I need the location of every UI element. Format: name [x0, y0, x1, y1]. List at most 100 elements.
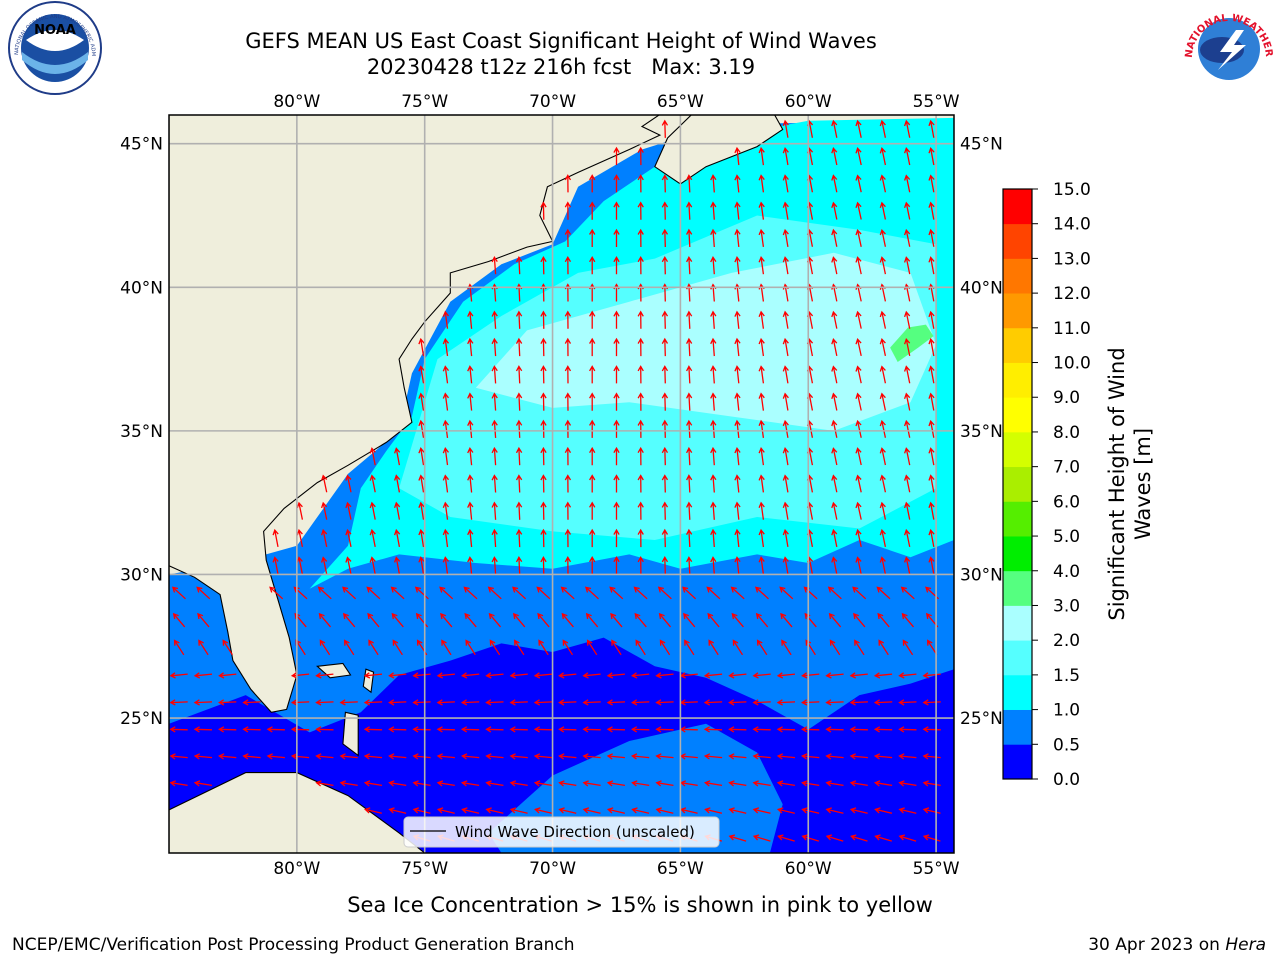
wave-arrow-54 [460, 780, 480, 787]
wave-arrow-420 [442, 419, 450, 438]
wave-arrow-499 [758, 337, 765, 357]
wave-arrow-213 [611, 639, 622, 656]
wave-arrow-304 [710, 556, 717, 575]
wave-arrow-333 [734, 528, 741, 548]
wave-arrow-110 [266, 726, 285, 733]
wave-arrow-596 [855, 201, 862, 220]
wave-arrow-419 [418, 419, 425, 438]
wave-arrow-17 [825, 834, 844, 842]
wave-arrow-362 [782, 501, 789, 520]
colorbar-tick-label-9: 7.0 [1053, 458, 1080, 478]
wave-arrow-475 [710, 365, 717, 384]
wave-arrow-220 [781, 639, 792, 656]
wave-arrow-173 [363, 672, 383, 679]
wave-arrow-487 [467, 337, 474, 357]
wave-arrow-204 [392, 639, 403, 656]
wave-arrow-113 [363, 726, 383, 733]
wave-arrow-237 [488, 612, 501, 628]
wave-arrow-586 [613, 201, 620, 220]
wave-arrow-310 [855, 556, 862, 575]
wave-arrow-48 [315, 780, 334, 787]
wave-arrow-490 [540, 337, 547, 357]
wave-arrow-61 [631, 780, 650, 787]
wave-arrow-353 [564, 501, 572, 520]
wave-arrow-507 [442, 310, 450, 329]
wave-arrow-625 [903, 147, 911, 166]
wave-arrow-390 [831, 474, 838, 493]
wave-arrow-425 [564, 419, 572, 438]
wave-arrow-359 [710, 501, 717, 520]
wave-arrow-317 [345, 528, 352, 548]
wave-arrow-101 [825, 753, 844, 760]
colorbar-cell-4 [1003, 605, 1032, 641]
wave-arrow-315 [296, 528, 304, 548]
lon-label-top-2: 70°W [529, 92, 576, 112]
wave-arrow-429 [661, 419, 669, 438]
wave-arrow-83 [388, 753, 407, 760]
wave-arrow-439 [903, 419, 911, 438]
wave-arrow-620 [782, 147, 789, 166]
wave-arrow-626 [928, 147, 935, 166]
wave-arrow-560 [782, 256, 789, 275]
wave-arrow-198 [198, 639, 209, 656]
wave-arrow-164 [849, 699, 868, 706]
colorbar-tick-label-16: 14.0 [1053, 215, 1091, 235]
wave-arrow-444 [491, 392, 498, 411]
footer-left: NCEP/EMC/Verification Post Processing Pr… [12, 935, 575, 955]
wave-arrow-32 [606, 807, 625, 814]
wave-arrow-177 [461, 672, 480, 679]
wave-arrow-424 [540, 419, 547, 438]
lat-label-left-3: 40°N [120, 278, 163, 298]
wave-arrow-65 [728, 780, 747, 787]
lon-label-bottom-2: 70°W [529, 859, 576, 879]
wave-arrow-16 [801, 834, 820, 842]
wave-arrow-72 [898, 780, 917, 787]
wave-arrow-446 [540, 392, 547, 411]
wave-arrow-265 [439, 586, 454, 600]
wave-arrow-633 [903, 119, 911, 138]
wave-arrow-37 [728, 807, 747, 814]
wave-arrow-284 [900, 586, 915, 600]
wave-arrow-142 [315, 699, 334, 706]
wave-arrow-184 [631, 672, 650, 679]
wave-arrow-417 [903, 447, 911, 466]
wave-arrow-365 [855, 501, 862, 520]
noaa-logo: NOAA NATIONAL OCEANIC AND ATMOSPHERIC AD… [0, 0, 102, 95]
wave-arrow-481 [855, 365, 862, 384]
wave-arrow-235 [440, 612, 453, 628]
lat-label-left-4: 45°N [120, 135, 163, 155]
wave-arrow-447 [564, 392, 572, 411]
sea-ice-note: Sea Ice Concentration > 15% is shown in … [347, 893, 933, 917]
lon-label-top-3: 65°W [657, 92, 704, 112]
colorbar-ticks: 0.0 0.5 1.0 1.5 2.0 3.0 4.0 5.0 6.0 7.0 8.0 9.0 10.0… [1032, 180, 1091, 790]
wave-arrow-357 [661, 501, 669, 520]
wave-arrow-41 [825, 807, 844, 814]
wave-arrow-512 [564, 310, 572, 329]
wave-arrow-161 [776, 699, 796, 706]
colorbar-tick-label-14: 12.0 [1053, 284, 1091, 304]
colorbar-frame [1002, 188, 1033, 780]
wave-arrow-568 [589, 228, 596, 247]
wave-arrow-296 [515, 555, 523, 575]
wave-arrow-496 [686, 337, 693, 357]
wave-arrow-216 [684, 639, 695, 656]
wave-arrow-238 [512, 612, 526, 628]
wave-arrow-45 [922, 807, 941, 814]
wave-arrow-597 [879, 201, 887, 220]
wave-arrow-612 [855, 174, 862, 193]
wave-arrow-169 [193, 672, 213, 679]
wave-arrow-159 [728, 699, 747, 706]
wave-arrow-406 [637, 446, 644, 466]
wave-arrow-153 [582, 699, 601, 706]
wave-arrow-351 [515, 501, 523, 520]
wave-arrow-609 [782, 174, 789, 193]
wave-arrow-297 [540, 555, 547, 575]
wave-arrow-117 [460, 726, 480, 733]
wave-arrow-421 [467, 419, 474, 438]
wave-arrow-383 [661, 474, 669, 493]
land-mass-4 [342, 711, 359, 757]
wave-arrow-564 [879, 256, 887, 275]
wave-arrow-462 [928, 392, 935, 411]
wave-arrow-47 [193, 780, 213, 787]
wave-arrow-330 [661, 528, 669, 548]
